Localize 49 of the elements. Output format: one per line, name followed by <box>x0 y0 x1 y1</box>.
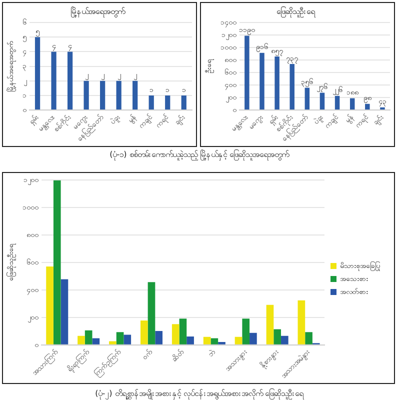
bar <box>280 336 288 344</box>
chart-title: မြို့နယ်အရေအတွက် <box>70 6 124 18</box>
bar <box>84 80 89 110</box>
bar <box>350 98 355 110</box>
bar <box>60 279 68 344</box>
bar <box>260 52 264 110</box>
bar <box>274 56 280 110</box>
bar <box>290 64 294 110</box>
bar <box>148 95 154 110</box>
bar <box>203 336 211 344</box>
bar <box>334 96 340 110</box>
bar <box>181 95 186 110</box>
bar <box>46 266 54 344</box>
bar <box>116 80 122 110</box>
bar <box>53 180 61 344</box>
text: (ပုံ-၂) တိရစ္ဆာန်အမျိုးအစားနှင့် လုပ်ငန်းအရွယ်အစားအလိုက် ဖြေဆိုသူဦးရေ <box>94 388 305 400</box>
bar <box>210 338 218 344</box>
bar <box>116 332 124 344</box>
bar <box>380 107 385 110</box>
bar <box>365 104 370 110</box>
bar <box>165 95 170 110</box>
bar <box>242 318 250 344</box>
bar <box>140 320 148 344</box>
bar <box>304 88 310 110</box>
bar <box>305 332 312 344</box>
bar <box>51 52 56 110</box>
bar <box>179 318 187 344</box>
bar <box>148 282 156 344</box>
bar <box>78 336 85 344</box>
bar <box>298 300 306 344</box>
bar <box>84 330 92 344</box>
bar <box>186 336 194 344</box>
chart-title: ဖြေဆိုသူဦးရေ <box>276 6 316 18</box>
bar <box>124 334 132 344</box>
bar <box>100 80 106 110</box>
bar <box>132 80 138 110</box>
bar <box>274 329 281 344</box>
bar <box>109 341 116 344</box>
bar <box>244 36 250 110</box>
bar <box>34 37 40 110</box>
bar <box>250 332 257 344</box>
bar <box>320 92 325 110</box>
bar <box>92 338 100 344</box>
bar <box>266 304 274 344</box>
text: (ပုံ-၁) စစ်တမ်းကောက်ယူခဲ့သည့် မြို့နယ်နှင့် ဖြေဆိုသူအရေအတွက် <box>108 149 290 161</box>
bar <box>155 331 163 344</box>
bar <box>234 336 242 344</box>
bar <box>172 324 180 344</box>
bar <box>67 52 73 110</box>
